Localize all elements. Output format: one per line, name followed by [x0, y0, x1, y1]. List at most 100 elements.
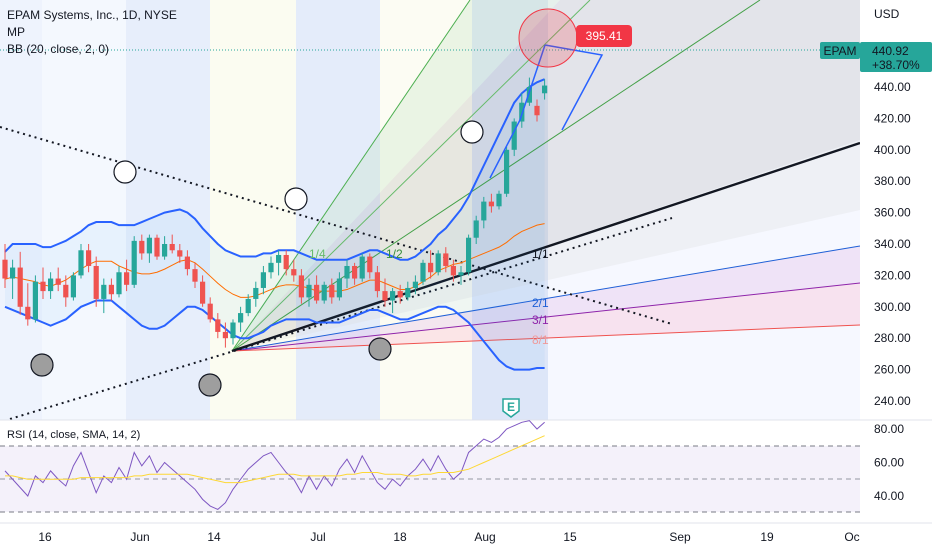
bb-upper-line — [4, 78, 545, 261]
price-tag — [860, 42, 932, 72]
candle — [177, 244, 183, 263]
symbol-tag — [820, 42, 860, 59]
fan-label-2-1: 2/1 — [532, 296, 549, 310]
candle — [139, 234, 145, 260]
price-tick: 440.00 — [874, 80, 911, 94]
price-tick: 320.00 — [874, 268, 911, 282]
indicator-mp[interactable]: MP — [7, 25, 25, 39]
candle — [101, 278, 107, 314]
projection-arrows — [489, 44, 604, 179]
candle — [314, 275, 320, 304]
price-tick: 400.00 — [874, 143, 911, 157]
price-tick: 240.00 — [874, 394, 911, 408]
candle — [306, 278, 312, 307]
earnings-marker[interactable]: E — [502, 398, 520, 418]
date-tick: Jun — [130, 530, 149, 544]
candle — [534, 99, 540, 122]
candle — [86, 244, 92, 273]
candle — [146, 234, 152, 263]
candle — [25, 283, 31, 326]
indicator-rsi[interactable]: RSI (14, close, SMA, 14, 2) — [7, 429, 141, 441]
candle — [184, 250, 190, 276]
candle — [245, 294, 251, 317]
candle — [17, 251, 23, 315]
price-tick: 300.00 — [874, 300, 911, 314]
last-price-label: 440.92 — [872, 44, 909, 58]
candles — [2, 77, 548, 348]
candle — [55, 267, 61, 292]
price-callout: 395.41 — [576, 25, 632, 47]
candle — [504, 146, 510, 197]
candle — [542, 79, 548, 100]
candle — [519, 93, 525, 128]
price-change-label: +38.70% — [872, 58, 920, 72]
currency-label: USD — [874, 7, 900, 21]
candle — [200, 275, 206, 307]
candle — [397, 284, 403, 304]
candle — [450, 259, 456, 282]
date-tick: 19 — [760, 530, 774, 544]
candle — [511, 118, 517, 157]
candle — [481, 196, 487, 229]
candle — [131, 236, 137, 288]
candle — [230, 319, 236, 345]
candle — [390, 287, 396, 314]
bb-basis-line — [4, 223, 545, 298]
candle — [48, 272, 54, 299]
candle — [268, 256, 274, 279]
candle — [420, 259, 426, 285]
candle — [169, 234, 175, 254]
price-axis[interactable]: USD 440.00 420.00 400.00 380.00 360.00 340.00… — [820, 0, 932, 550]
date-tick: Jul — [310, 530, 325, 544]
candle — [382, 278, 388, 307]
candle — [291, 259, 297, 282]
callout-price-label: 395.41 — [586, 29, 623, 43]
candle — [367, 253, 373, 279]
candle — [352, 262, 358, 285]
trend-lines — [0, 126, 861, 420]
pivot-circles — [30, 8, 578, 397]
price-tick: 380.00 — [874, 174, 911, 188]
date-tick: 15 — [563, 530, 577, 544]
candle — [435, 250, 441, 276]
fan-label-1-1: 1/1 — [532, 247, 549, 261]
fan-label-8-1: 8/1 — [532, 333, 549, 347]
rsi-line — [4, 420, 545, 510]
rsi-sma-line — [5, 435, 545, 484]
date-tick: 18 — [393, 530, 407, 544]
earnings-marker-label: E — [507, 400, 515, 414]
candle — [344, 259, 350, 288]
candle — [329, 278, 335, 304]
rsi-tick: 40.00 — [874, 489, 904, 503]
gann-fan-lines — [231, 0, 861, 352]
candle — [40, 267, 46, 299]
date-axis[interactable]: 16 Jun 14 Jul 18 Aug 15 Sep 19 Oc — [0, 522, 932, 544]
candle — [458, 265, 464, 285]
candle — [78, 244, 84, 279]
candle — [207, 297, 213, 323]
candle — [162, 236, 168, 260]
candle — [276, 250, 282, 276]
candle — [32, 275, 38, 323]
candle — [253, 281, 259, 307]
symbol-tag-label: EPAM — [823, 44, 856, 58]
price-tick: 280.00 — [874, 331, 911, 345]
candle — [215, 313, 221, 339]
candle — [93, 256, 99, 307]
fan-label-3-1: 3/1 — [532, 313, 549, 327]
candle — [260, 265, 266, 295]
candle — [412, 275, 418, 295]
price-tick: 260.00 — [874, 363, 911, 377]
indicator-bb[interactable]: BB (20, close, 2, 0) — [7, 42, 110, 56]
candle — [473, 215, 479, 244]
candle — [70, 272, 76, 301]
date-tick: Aug — [474, 530, 495, 544]
candle — [63, 275, 69, 307]
price-tick: 340.00 — [874, 237, 911, 251]
candle — [321, 281, 327, 304]
rsi-pane: 80.00 60.00 40.00 — [0, 419, 932, 513]
candle — [283, 250, 289, 276]
candle — [336, 272, 342, 301]
fan-label-1-4: 1/4 — [309, 247, 326, 261]
